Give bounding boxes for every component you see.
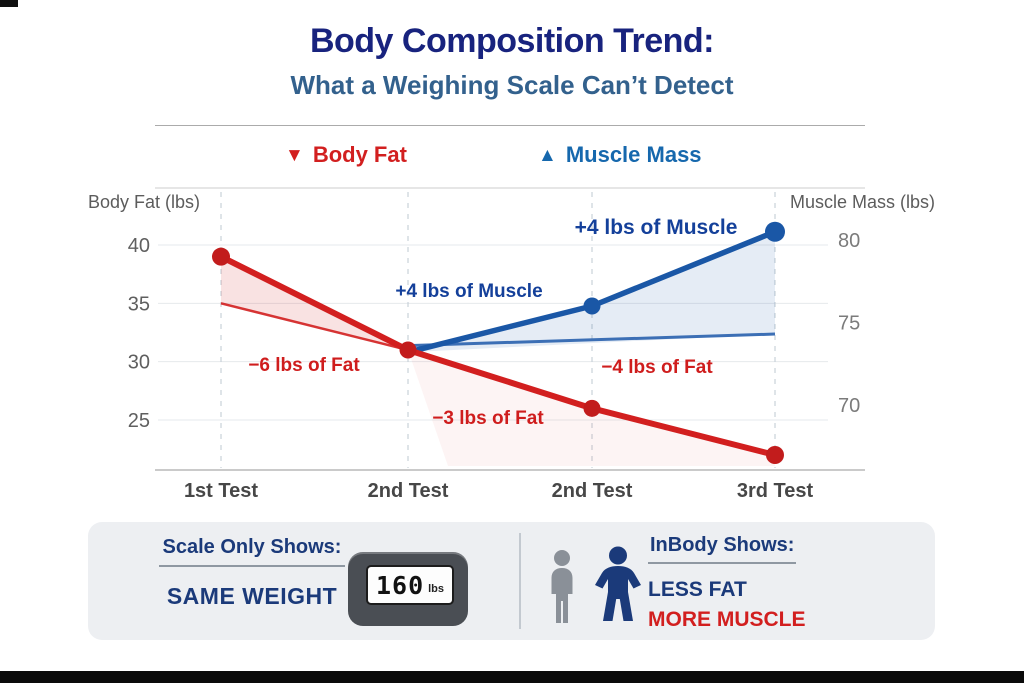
left-axis-label: Body Fat (lbs) — [88, 192, 201, 212]
scale-weight-unit: lbs — [428, 583, 445, 595]
left-tick-label: 25 — [128, 410, 150, 432]
legend-muscle-mass-label: Muscle Mass — [565, 142, 702, 167]
fat-point — [212, 247, 230, 266]
summary-panel: Scale Only Shows: SAME WEIGHT 160 lbs In… — [88, 522, 935, 640]
inbody-more-muscle: MORE MUSCLE — [648, 608, 806, 631]
chart-annotation: +4 lbs of Muscle — [395, 281, 542, 302]
right-tick-label: 80 — [838, 230, 860, 252]
person-slim-icon — [551, 550, 573, 623]
muscle-gain-area — [408, 231, 775, 353]
bottom-bar — [0, 671, 1024, 683]
corner-mark — [0, 0, 18, 7]
fat-area-lower — [408, 350, 775, 466]
x-axis-label: 2nd Test — [552, 480, 633, 502]
left-tick-label: 30 — [128, 352, 150, 374]
scale-weight-value: 160 — [375, 570, 425, 600]
legend-body-fat-label: Body Fat — [312, 142, 407, 167]
right-axis-label: Muscle Mass (lbs) — [789, 192, 935, 212]
legend-muscle-mass: ▲ Muscle Mass — [538, 142, 702, 168]
fat-point — [766, 446, 784, 464]
down-triangle-icon: ▼ — [285, 144, 304, 166]
scale-summary-title: Scale Only Shows: — [158, 536, 346, 567]
muscle-point — [583, 297, 601, 315]
inbody-summary-title: InBody Shows: — [648, 534, 797, 564]
chart-annotation: −3 lbs of Fat — [432, 408, 544, 429]
left-tick-label: 40 — [128, 235, 150, 257]
scale-summary-value: SAME WEIGHT — [166, 583, 338, 609]
chart-annotation: −4 lbs of Fat — [601, 357, 713, 378]
chart-annotation: +4 lbs of Muscle — [575, 216, 738, 239]
body-silhouettes — [551, 546, 641, 623]
right-tick-label: 70 — [838, 395, 860, 417]
muscle-point — [765, 221, 785, 242]
x-axis-label: 2nd Test — [368, 480, 449, 502]
legend-body-fat: ▼ Body Fat — [285, 142, 407, 168]
scale-display: 160 lbs — [366, 565, 454, 605]
muscle-baseline-line — [407, 332, 776, 348]
page-subtitle: What a Weighing Scale Can’t Detect — [290, 70, 734, 100]
scale-summary-block: Scale Only Shows: SAME WEIGHT — [106, 536, 398, 610]
chart-annotation: −6 lbs of Fat — [248, 355, 360, 376]
header: Body Composition Trend: What a Weighing … — [0, 22, 1024, 101]
fat-thin-line — [220, 302, 409, 352]
panel-divider — [519, 533, 521, 629]
inbody-less-fat: LESS FAT — [648, 578, 747, 601]
header-divider — [155, 125, 865, 126]
body-composition-chart: 40 35 30 25 80 75 70 1st Test 2nd Test 2nd Test 3r… — [128, 187, 865, 502]
weighing-scale-icon: 160 lbs — [348, 552, 468, 626]
x-axis-label: 3rd Test — [737, 480, 814, 502]
inbody-summary-block: InBody Shows: LESS FAT MORE MUSCLE — [648, 534, 806, 632]
person-muscular-icon — [595, 546, 641, 621]
fat-point — [399, 341, 417, 359]
fat-line — [218, 253, 778, 458]
fat-point — [583, 399, 601, 417]
x-axis-label: 1st Test — [184, 480, 258, 502]
left-tick-label: 35 — [128, 293, 150, 315]
right-tick-label: 75 — [838, 313, 860, 335]
up-triangle-icon: ▲ — [538, 144, 557, 166]
page-title: Body Composition Trend: — [309, 22, 715, 60]
